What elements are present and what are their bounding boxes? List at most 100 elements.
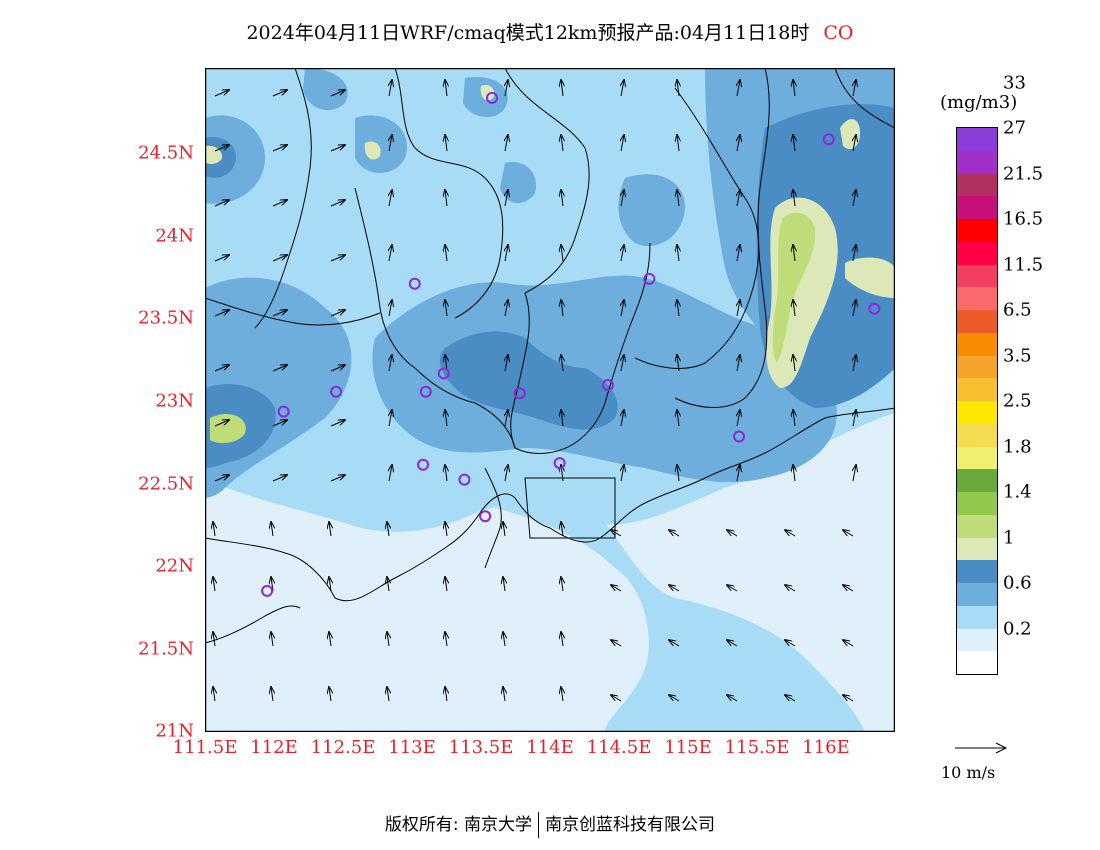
wind-arrow bbox=[505, 135, 508, 152]
colorbar-segment bbox=[957, 173, 997, 197]
colorbar-segment bbox=[957, 264, 997, 288]
boundary-lines bbox=[205, 68, 895, 644]
wind-arrow bbox=[330, 200, 345, 207]
wind-arrow bbox=[445, 300, 447, 317]
colorbar-segment bbox=[957, 560, 997, 583]
map-frame bbox=[205, 68, 895, 732]
prd-high-zone bbox=[372, 275, 837, 483]
station-marker bbox=[868, 302, 881, 315]
station-marker bbox=[733, 430, 746, 443]
wind-arrow bbox=[611, 530, 622, 537]
wind-arrow bbox=[214, 255, 229, 262]
wind-arrow bbox=[214, 475, 229, 482]
wind-arrow bbox=[505, 80, 508, 97]
wind-arrow bbox=[214, 420, 229, 427]
wind-arrow bbox=[677, 300, 679, 317]
station-marker bbox=[479, 510, 492, 523]
wind-arrow bbox=[272, 255, 287, 262]
wind-arrow bbox=[561, 687, 563, 702]
wind-arrow bbox=[785, 585, 796, 592]
lat-label: 23N bbox=[155, 390, 194, 412]
wind-vectors bbox=[213, 80, 856, 702]
wind-arrow bbox=[737, 135, 740, 152]
wind-arrow bbox=[330, 475, 345, 482]
colorbar-label: 16.5 bbox=[1003, 208, 1044, 230]
east-plume-2 bbox=[772, 212, 816, 363]
colorbar bbox=[956, 127, 998, 675]
colorbar-label: 27 bbox=[1003, 117, 1026, 139]
wind-arrow bbox=[272, 145, 287, 152]
north-high-1 bbox=[355, 115, 407, 173]
wind-arrow bbox=[213, 632, 215, 647]
lon-label: 112E bbox=[250, 737, 298, 758]
wind-arrow bbox=[785, 530, 796, 537]
wind-arrow bbox=[503, 632, 505, 647]
wind-arrow bbox=[793, 410, 795, 427]
wind-arrow bbox=[621, 80, 624, 97]
wind-arrow bbox=[271, 522, 273, 537]
wind-arrow bbox=[272, 90, 287, 97]
wind-arrow bbox=[853, 355, 856, 372]
wind-arrow bbox=[561, 632, 563, 647]
wind-arrow bbox=[677, 135, 679, 152]
wind-arrow bbox=[387, 522, 389, 537]
colorbar-segment bbox=[957, 355, 997, 379]
wind-arrow bbox=[213, 687, 215, 702]
wind-arrow bbox=[843, 640, 854, 647]
colorbar-segment bbox=[957, 332, 997, 356]
wind-arrow bbox=[445, 190, 447, 207]
wind-arrow bbox=[669, 695, 680, 702]
wind-arrow bbox=[853, 300, 856, 317]
title-text: 2024年04月11日WRF/cmaq模式12km预报产品:04月11日18时 bbox=[246, 22, 810, 44]
wind-arrow bbox=[272, 475, 287, 482]
wind-arrow bbox=[737, 410, 740, 427]
wind-arrow bbox=[793, 190, 795, 207]
wind-arrow bbox=[387, 687, 389, 702]
wind-arrow bbox=[271, 687, 273, 702]
colorbar-label: 11.5 bbox=[1003, 254, 1044, 275]
wind-arrow bbox=[793, 135, 795, 152]
colorbar-segment bbox=[957, 537, 997, 561]
wind-arrow bbox=[621, 190, 624, 207]
wind-arrow bbox=[853, 135, 856, 152]
wind-arrow bbox=[843, 695, 854, 702]
station-marker bbox=[330, 385, 343, 398]
map-title: 2024年04月11日WRF/cmaq模式12km预报产品:04月11日18时 C… bbox=[0, 18, 1100, 45]
wind-arrow bbox=[505, 465, 508, 482]
north-plume-1 bbox=[364, 141, 381, 160]
lon-label: 116E bbox=[802, 737, 850, 758]
wind-arrow bbox=[737, 355, 740, 372]
wind-arrow bbox=[389, 355, 392, 372]
lon-label: 111.5E bbox=[172, 737, 238, 758]
north-plume-2 bbox=[480, 84, 495, 101]
wind-arrow bbox=[329, 687, 331, 702]
wind-arrow bbox=[727, 530, 738, 537]
wind-arrow bbox=[677, 465, 679, 482]
colorbar-segment bbox=[957, 583, 997, 606]
wind-arrow bbox=[389, 190, 392, 207]
station-marker bbox=[822, 133, 835, 146]
colorbar-segment bbox=[957, 446, 997, 470]
lon-label: 114.5E bbox=[586, 737, 652, 758]
wind-arrow bbox=[561, 300, 563, 317]
wind-arrow bbox=[561, 355, 563, 372]
wind-arrow bbox=[561, 410, 563, 427]
wind-arrow bbox=[561, 522, 563, 537]
wind-arrow bbox=[389, 465, 392, 482]
wind-arrow bbox=[271, 632, 273, 647]
wind-arrow bbox=[214, 310, 229, 317]
wind-arrow bbox=[561, 245, 563, 262]
station-marker bbox=[458, 473, 471, 486]
wind-arrow bbox=[505, 410, 508, 427]
wind-arrow bbox=[214, 365, 229, 372]
wind-arrow bbox=[330, 145, 345, 152]
west-sea-light bbox=[205, 538, 295, 732]
wind-arrow bbox=[621, 245, 624, 262]
station-marker bbox=[643, 272, 656, 285]
species-label: CO bbox=[823, 22, 854, 44]
wind-arrow bbox=[445, 632, 447, 647]
wind-arrow bbox=[445, 465, 447, 482]
wind-arrow bbox=[505, 300, 508, 317]
wind-arrow bbox=[727, 585, 738, 592]
wind-arrow bbox=[214, 145, 229, 152]
